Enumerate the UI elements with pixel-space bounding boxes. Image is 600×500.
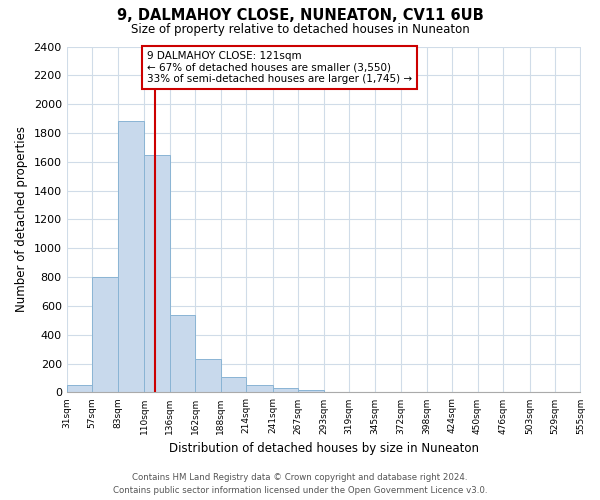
Bar <box>118 122 144 392</box>
Bar <box>144 154 170 392</box>
Bar <box>92 277 118 392</box>
Bar <box>195 358 221 392</box>
X-axis label: Distribution of detached houses by size in Nuneaton: Distribution of detached houses by size … <box>169 442 479 455</box>
Y-axis label: Number of detached properties: Number of detached properties <box>15 126 28 312</box>
Text: 9 DALMAHOY CLOSE: 121sqm
← 67% of detached houses are smaller (3,550)
33% of sem: 9 DALMAHOY CLOSE: 121sqm ← 67% of detach… <box>147 51 412 84</box>
Bar <box>272 388 298 392</box>
Bar <box>221 376 246 392</box>
Text: Contains HM Land Registry data © Crown copyright and database right 2024.
Contai: Contains HM Land Registry data © Crown c… <box>113 474 487 495</box>
Bar <box>298 390 323 392</box>
Bar <box>170 314 195 392</box>
Bar <box>246 384 272 392</box>
Text: Size of property relative to detached houses in Nuneaton: Size of property relative to detached ho… <box>131 22 469 36</box>
Bar <box>67 384 92 392</box>
Text: 9, DALMAHOY CLOSE, NUNEATON, CV11 6UB: 9, DALMAHOY CLOSE, NUNEATON, CV11 6UB <box>116 8 484 22</box>
